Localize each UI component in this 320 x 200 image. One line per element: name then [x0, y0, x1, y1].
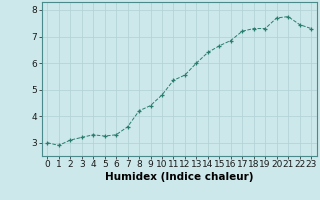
X-axis label: Humidex (Indice chaleur): Humidex (Indice chaleur)	[105, 172, 253, 182]
